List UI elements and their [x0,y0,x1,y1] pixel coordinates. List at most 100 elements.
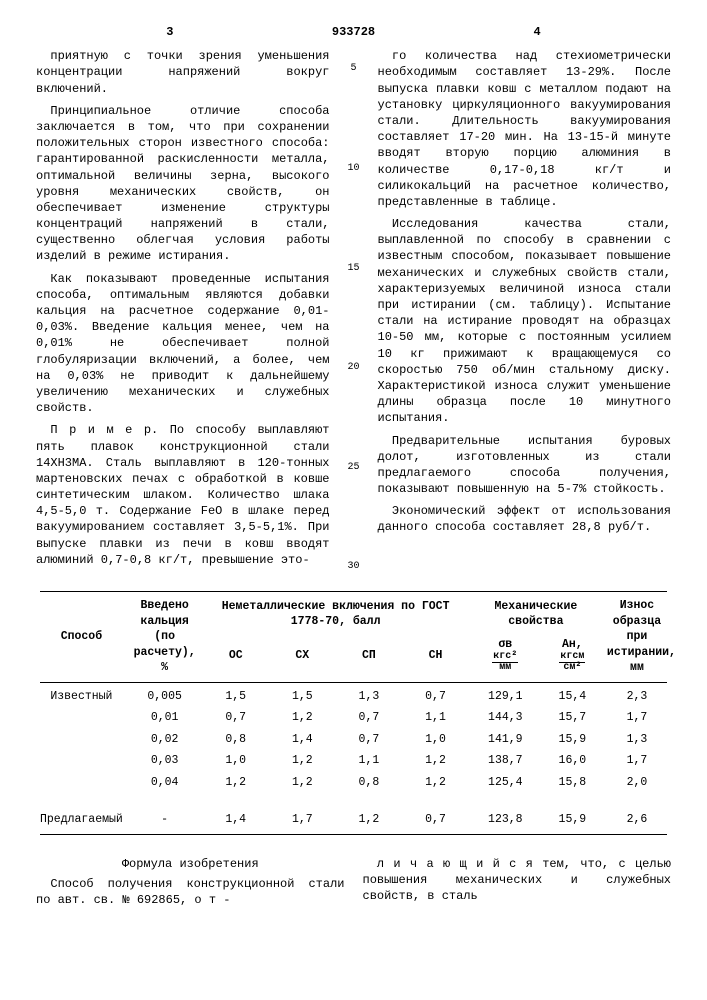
left-column: приятную с точки зрения уменьшения конце… [36,48,330,574]
table-header-row: Способ Введено кальция (по расчету), % Н… [36,595,671,633]
right-page-num: 4 [534,25,541,39]
table-cell: 16,0 [542,750,603,772]
line-marker: 20 [348,361,360,375]
col-method: Способ [36,595,127,679]
formula-left: Формула изобретения Способ получения кон… [36,856,345,909]
table-cell: 1,3 [336,686,403,708]
sub-sn: СН [402,633,469,678]
line-marker: 5 [348,62,360,76]
table-cell: 15,8 [542,772,603,794]
para: П р и м е р. По способу выплавляют пять … [36,422,330,568]
table-cell: 125,4 [469,772,542,794]
para: го количества над стехиометрически необх… [378,48,672,210]
table-cell: 1,2 [269,707,336,729]
table-cell: 1,2 [269,772,336,794]
table-cell: 1,7 [269,809,336,831]
sub-sp: СП [336,633,403,678]
para: приятную с точки зрения уменьшения конце… [36,48,330,97]
table-cell: 15,4 [542,686,603,708]
table-cell: 1,2 [202,772,269,794]
an-label: Ан, [562,638,583,651]
table-cell: Известный [36,686,127,708]
table-cell: 0,7 [336,729,403,751]
table-cell: 0,7 [202,707,269,729]
line-marker: 15 [348,262,360,276]
table-cell: 2,3 [603,686,671,708]
unit-bot: мм [492,663,518,673]
table-cell [36,750,127,772]
formula-section: Формула изобретения Способ получения кон… [36,856,671,909]
line-marker: 10 [348,162,360,176]
col-mech: Механические свойства [469,595,603,633]
table-cell [36,729,127,751]
table-cell: 1,5 [202,686,269,708]
line-marker: 25 [348,461,360,475]
text-columns: приятную с точки зрения уменьшения конце… [36,48,671,574]
table-cell: 0,8 [202,729,269,751]
table-cell: 138,7 [469,750,542,772]
margin-line-numbers: 5 10 15 20 25 30 [348,48,360,574]
table-cell: 1,1 [336,750,403,772]
formula-title: Формула изобретения [36,856,345,872]
table-cell: 1,0 [202,750,269,772]
line-marker: 30 [348,560,360,574]
left-page-num: 3 [166,25,173,39]
table-row: 0,020,81,40,71,0141,915,91,3 [36,729,671,751]
sub-sx: СХ [269,633,336,678]
table-cell: 0,04 [127,772,203,794]
table-cell: 1,2 [336,809,403,831]
table-cell: 1,4 [202,809,269,831]
col-inclusions: Неметаллические включения по ГОСТ 1778-7… [202,595,468,633]
sub-sigma: σв кгс²мм [469,633,542,678]
table-cell [36,772,127,794]
table-cell: - [127,809,203,831]
table-cell: 1,7 [603,750,671,772]
sub-os: ОС [202,633,269,678]
formula-text: Способ получения конструкционной стали п… [36,876,345,908]
para: Принципиальное отличие способа заключает… [36,103,330,265]
table-cell: 123,8 [469,809,542,831]
table-cell: 1,7 [603,707,671,729]
right-column: го количества над стехиометрически необх… [378,48,672,574]
sigma-label: σв [498,638,512,651]
col-wear: Износ образца при истирании, мм [603,595,671,679]
table-cell: 1,2 [269,750,336,772]
unit-bot: см² [559,663,585,673]
table-cell: 15,7 [542,707,603,729]
table-cell: 1,2 [402,772,469,794]
table-cell: 144,3 [469,707,542,729]
table-cell: 2,0 [603,772,671,794]
table-cell: 1,2 [402,750,469,772]
para: Как показывают проведенные испытания спо… [36,271,330,417]
table-row: 0,010,71,20,71,1144,315,71,7 [36,707,671,729]
table-cell: 0,7 [402,686,469,708]
table-body: Известный0,0051,51,51,30,7129,115,42,30,… [36,686,671,831]
table-row: 0,041,21,20,81,2125,415,82,0 [36,772,671,794]
table-cell: 141,9 [469,729,542,751]
table-cell: 0,02 [127,729,203,751]
table-cell: 129,1 [469,686,542,708]
table-cell: 1,4 [269,729,336,751]
table-cell: 2,6 [603,809,671,831]
para: Исследования качества стали, выплавленно… [378,216,672,426]
table-cell: 1,3 [603,729,671,751]
para: Предварительные испытания буровых долот,… [378,433,672,498]
table-cell: 15,9 [542,729,603,751]
table-row: Известный0,0051,51,51,30,7129,115,42,3 [36,686,671,708]
table-cell: 15,9 [542,809,603,831]
table-cell [36,707,127,729]
results-table: Способ Введено кальция (по расчету), % Н… [36,588,671,838]
formula-right: л и ч а ю щ и й с я тем, что, с целью по… [363,856,672,909]
sub-an: Ан, кгсмсм² [542,633,603,678]
table-cell: Предлагаемый [36,809,127,831]
table-row: Предлагаемый-1,41,71,20,7123,815,92,6 [36,809,671,831]
table-cell: 1,1 [402,707,469,729]
table-cell: 0,01 [127,707,203,729]
table-cell: 0,03 [127,750,203,772]
table-cell: 1,0 [402,729,469,751]
document-number: 933728 [332,25,375,39]
table-cell: 0,7 [336,707,403,729]
table-cell: 0,7 [402,809,469,831]
table-cell: 0,8 [336,772,403,794]
formula-text: л и ч а ю щ и й с я тем, что, с целью по… [363,856,672,905]
